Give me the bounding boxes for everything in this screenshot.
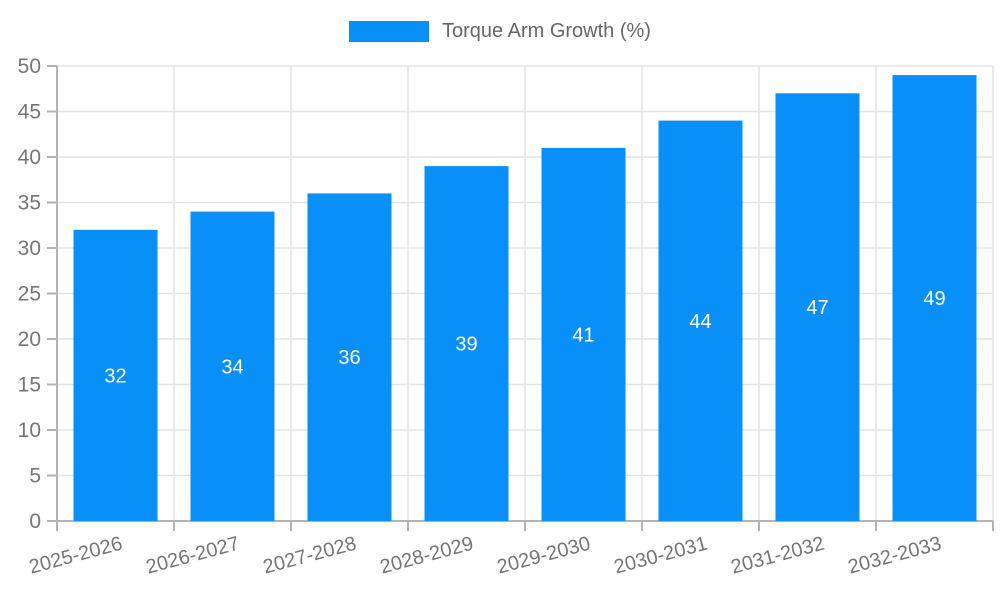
x-tick-label: 2026-2027 — [144, 533, 242, 579]
y-tick-label: 15 — [18, 374, 41, 397]
x-tick-label: 2030-2031 — [612, 533, 710, 579]
bar-2031-2032[interactable] — [775, 93, 860, 522]
bar-value-label: 34 — [221, 356, 243, 378]
x-tick-label: 2027-2028 — [261, 533, 359, 579]
y-tick-label: 0 — [29, 510, 41, 533]
bar-2030-2031[interactable] — [658, 120, 743, 521]
bar-value-label: 47 — [806, 297, 828, 319]
bar-2025-2026[interactable] — [73, 229, 158, 522]
bar-2026-2027[interactable] — [190, 211, 275, 521]
y-tick-label: 20 — [18, 328, 41, 351]
y-tick-label: 5 — [29, 465, 41, 488]
legend-swatch — [349, 21, 430, 42]
y-tick-label: 30 — [18, 237, 41, 260]
bar-value-label: 39 — [455, 334, 477, 356]
y-tick-label: 40 — [18, 146, 41, 169]
x-tick-label: 2029-2030 — [495, 533, 593, 579]
bar-value-label: 32 — [104, 365, 126, 387]
bar-value-label: 41 — [572, 324, 594, 346]
bar-2032-2033[interactable] — [892, 75, 977, 521]
chart-legend[interactable]: Torque Arm Growth (%) — [0, 20, 1000, 43]
y-tick-label: 35 — [18, 192, 41, 215]
bar-value-label: 49 — [923, 288, 945, 310]
bar-2028-2029[interactable] — [424, 166, 509, 521]
y-tick-label: 50 — [18, 55, 41, 78]
y-tick-label: 10 — [18, 419, 41, 442]
bar-value-label: 36 — [338, 347, 360, 369]
bar-value-label: 44 — [689, 311, 711, 333]
x-tick-label: 2032-2033 — [846, 533, 944, 579]
x-tick-label: 2031-2032 — [729, 533, 827, 579]
legend-label: Torque Arm Growth (%) — [442, 20, 651, 42]
y-tick-label: 45 — [18, 101, 41, 124]
y-tick-label: 25 — [18, 283, 41, 306]
bar-2029-2030[interactable] — [541, 147, 626, 521]
x-tick-label: 2025-2026 — [27, 533, 125, 579]
x-tick-label: 2028-2029 — [378, 533, 476, 579]
bar-2027-2028[interactable] — [307, 193, 392, 521]
